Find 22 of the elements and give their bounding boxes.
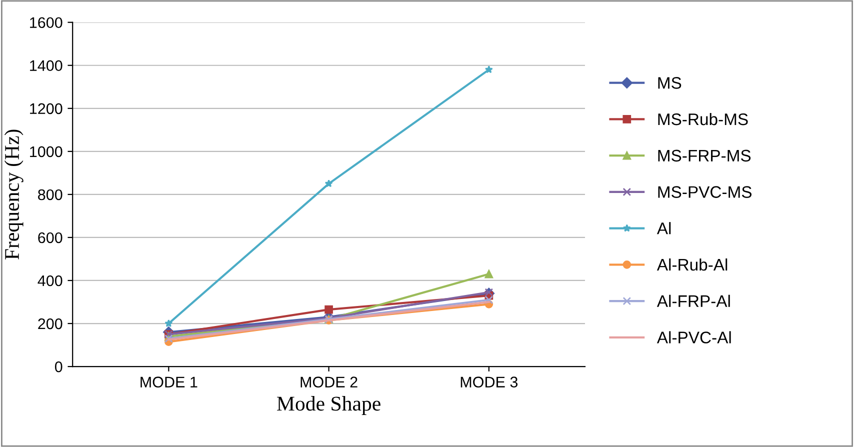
y-tick-label: 1000 bbox=[30, 146, 62, 158]
legend-label: Al bbox=[656, 222, 671, 234]
y-tick-label: 1200 bbox=[30, 103, 62, 114]
x-tick-label: MODE 2 bbox=[300, 376, 358, 388]
y-tick-label: 1400 bbox=[30, 60, 62, 72]
legend-label: MS-Rub-MS bbox=[658, 112, 748, 126]
x-axis-title: Mode Shape bbox=[277, 396, 380, 415]
legend-label: Al-PVC-Al bbox=[656, 331, 731, 344]
y-axis-title: Frequency (Hz) bbox=[4, 130, 24, 260]
y-tick-label: 200 bbox=[38, 318, 62, 330]
y-tick-label: 0 bbox=[54, 361, 62, 372]
y-tick-label: 400 bbox=[38, 275, 62, 286]
x-tick-label: MODE 3 bbox=[460, 376, 518, 388]
legend-label: Al-Rub-Al bbox=[656, 258, 728, 271]
legend-label: Al-FRP-Al bbox=[656, 294, 730, 307]
legend-label: MS-PVC-MS bbox=[658, 186, 752, 198]
y-tick-label: 1600 bbox=[30, 17, 62, 28]
y-tick-label: 600 bbox=[38, 232, 62, 244]
legend-label: MS-FRP-MS bbox=[658, 150, 751, 162]
legend-label: MS bbox=[658, 77, 682, 89]
y-tick-label: 800 bbox=[38, 189, 62, 200]
x-tick-label: MODE 1 bbox=[140, 376, 198, 388]
